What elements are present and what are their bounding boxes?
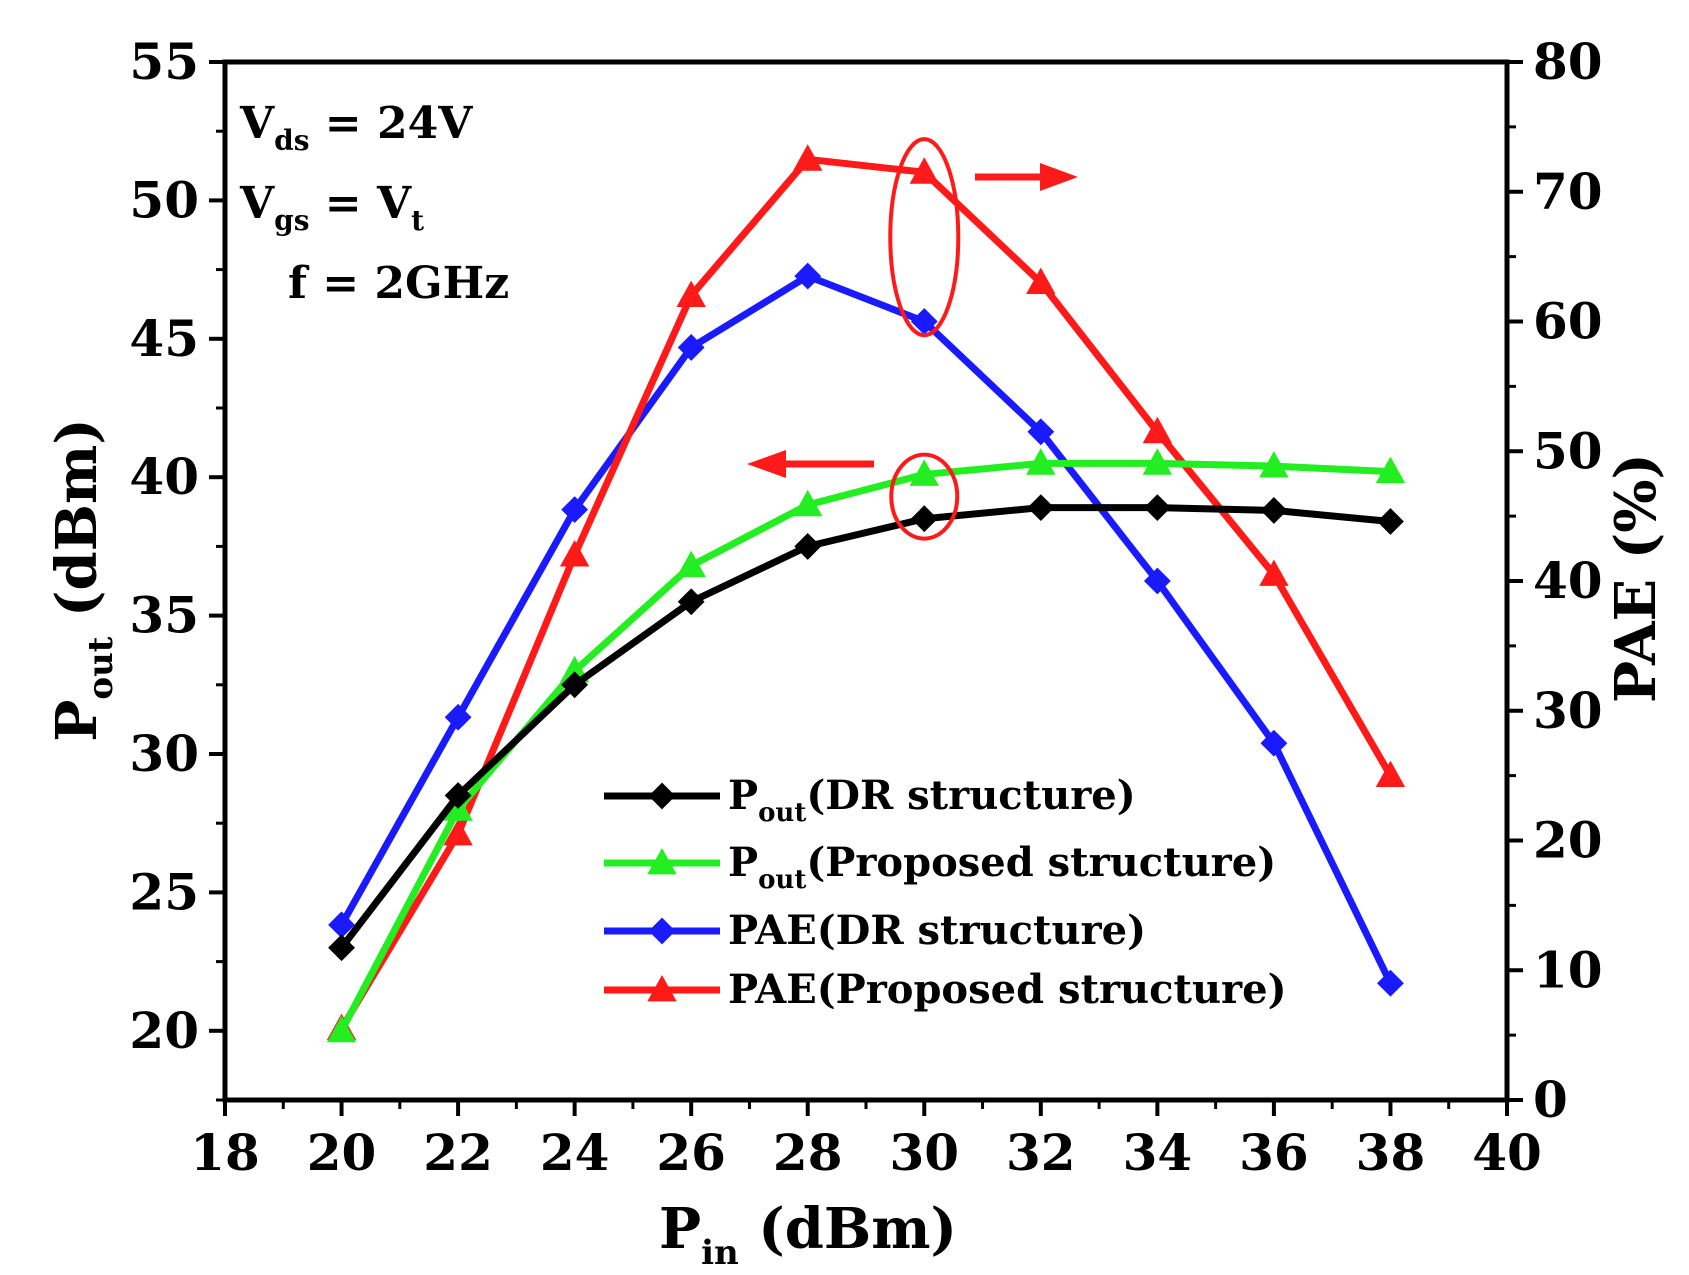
data-point [444, 703, 472, 731]
y-left-tick-label: 40 [129, 447, 199, 506]
data-point [677, 334, 705, 361]
y-left-tick-label: 30 [129, 724, 199, 783]
data-point [909, 459, 939, 486]
data-point [677, 588, 705, 616]
y-left-tick-label: 20 [129, 1001, 199, 1060]
series-line [338, 504, 1391, 950]
data-point [1143, 567, 1171, 595]
x-tick-label: 30 [889, 1123, 959, 1182]
x-tick-label: 38 [1356, 1123, 1426, 1182]
y-left-axis-title: Pout (dBm) [44, 418, 121, 741]
data-point [1260, 497, 1288, 524]
condition-annotations: Vds = 24V Vgs = Vt f = 2GHz [239, 98, 509, 309]
data-point [1375, 760, 1406, 788]
y-left-tick-label: 25 [129, 862, 199, 921]
data-point [444, 782, 472, 809]
right-arrow-head [1040, 163, 1078, 191]
data-point [676, 280, 706, 307]
data-point [443, 818, 473, 846]
data-point [1142, 448, 1173, 475]
plot-area: 18 20 22 24 26 28 30 32 34 36 38 40 20 25 30 35 40 45 50 55… [129, 32, 1602, 1182]
series-2 [328, 262, 1404, 997]
y-right-tick-label: 40 [1533, 551, 1603, 610]
y-left-tick-label: 35 [129, 586, 199, 645]
x-axis-title: Pin (dBm) [659, 1196, 957, 1273]
data-point [561, 671, 589, 699]
series-0 [328, 494, 1404, 962]
x-tick-label: 24 [540, 1123, 610, 1182]
data-point [1377, 969, 1404, 997]
x-tick-label: 28 [773, 1123, 843, 1182]
x-tick-label: 20 [307, 1123, 377, 1182]
x-tick-label: 26 [656, 1123, 726, 1182]
series-line [338, 155, 1394, 1031]
data-point [559, 539, 590, 567]
data-point [1142, 416, 1173, 444]
data-point [793, 144, 823, 171]
legend: Pout(DR structure) Pout(Proposed structur… [604, 772, 1287, 1013]
legend-marker [647, 847, 677, 875]
data-point [1260, 729, 1288, 757]
data-point [328, 934, 355, 962]
y-left-tick-label: 50 [129, 170, 199, 229]
x-tick-label: 32 [1006, 1123, 1076, 1182]
data-point [326, 1015, 357, 1043]
series-line [338, 272, 1394, 985]
left-arrow-head [747, 450, 786, 478]
data-point [561, 496, 589, 524]
x-tick-label: 22 [423, 1123, 493, 1182]
data-point [1377, 508, 1404, 535]
x-tick-label: 34 [1123, 1123, 1193, 1182]
data-point [1259, 559, 1289, 586]
y-right-tick-label: 0 [1533, 1070, 1568, 1129]
data-point [909, 157, 939, 184]
y-left-tick-label: 55 [129, 32, 199, 91]
y-right-tick-label: 70 [1533, 162, 1603, 221]
legend-label: Pout(DR structure) [728, 772, 1136, 828]
legend-marker [648, 917, 676, 945]
data-point [1027, 494, 1055, 522]
y-left-tick-label: 45 [129, 309, 199, 368]
y-right-tick-label: 10 [1533, 940, 1603, 999]
data-point [1027, 418, 1055, 446]
annotation-vgs: Vgs = Vt [239, 178, 424, 237]
x-tick-label: 40 [1472, 1123, 1542, 1182]
y-right-tick-label: 30 [1533, 681, 1603, 740]
y-right-axis-title: PAE (%) [1603, 453, 1669, 703]
pae-highlight-ellipse [888, 137, 961, 338]
data-point [793, 489, 823, 517]
legend-marker [647, 974, 677, 1002]
annotation-frequency: f = 2GHz [288, 258, 509, 309]
y-right-tick-label: 20 [1533, 811, 1603, 870]
data-point [794, 262, 822, 290]
y-right-tick-label: 80 [1533, 32, 1603, 91]
y-right-tick-label: 60 [1533, 292, 1603, 351]
data-point [1143, 494, 1171, 522]
data-point [1375, 456, 1406, 484]
x-tick-label: 18 [190, 1123, 260, 1182]
legend-label: PAE(Proposed structure) [728, 966, 1287, 1013]
data-point [1026, 267, 1056, 294]
y-right-tick-label: 50 [1533, 421, 1603, 480]
data-point [1259, 451, 1289, 478]
x-tick-label: 36 [1239, 1123, 1309, 1182]
legend-label: Pout(Proposed structure) [728, 839, 1276, 895]
data-point [910, 505, 938, 533]
legend-label: PAE(DR structure) [728, 907, 1146, 954]
pout-highlight-ellipse [889, 452, 960, 541]
data-point [676, 550, 706, 578]
legend-marker [648, 782, 676, 810]
data-point [1026, 448, 1056, 475]
data-point [794, 532, 822, 560]
annotation-vds: Vds = 24V [239, 98, 473, 157]
